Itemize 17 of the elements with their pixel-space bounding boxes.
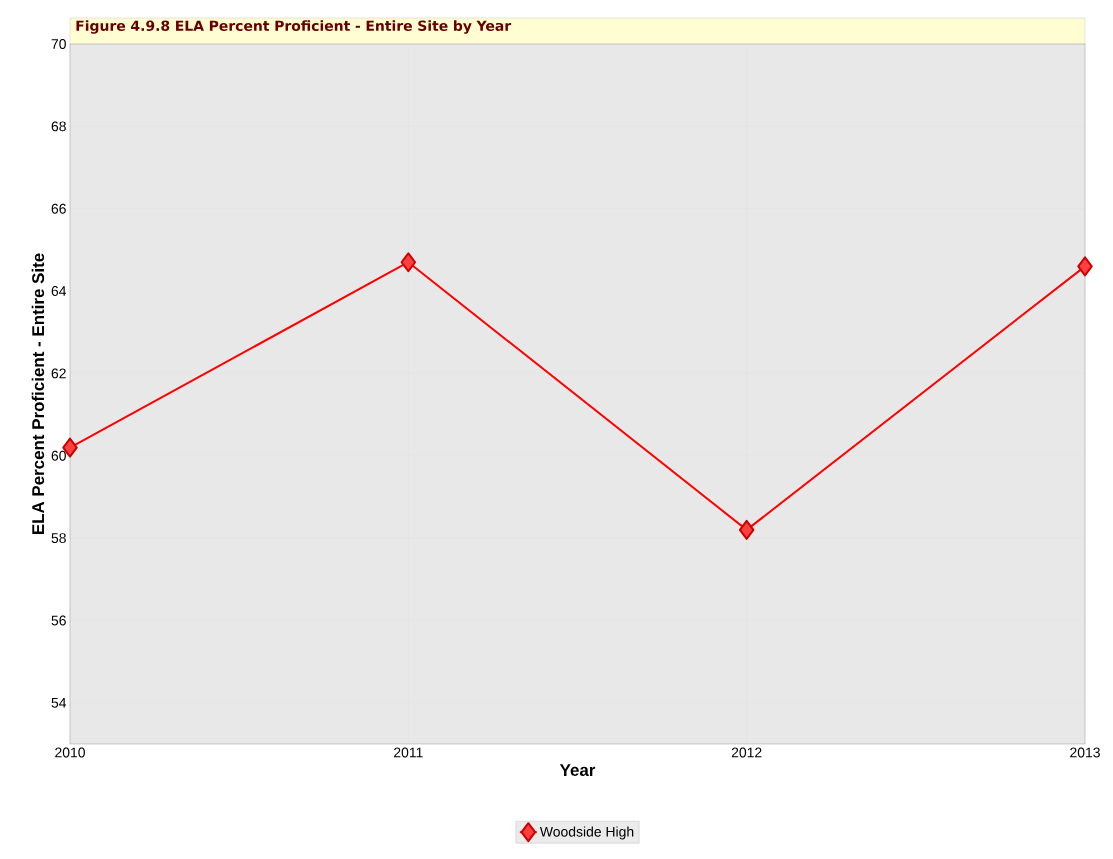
x-tick-label: 2011 (394, 747, 423, 758)
x-tick-label: 2010 (55, 747, 85, 758)
y-tick-label: 70 (51, 39, 66, 49)
legend-label: Woodside High (539, 826, 634, 840)
y-tick-label: 66 (51, 203, 66, 214)
y-tick-label: 56 (51, 615, 66, 626)
y-axis-title: ELA Percent Proficient - Entire Site (31, 253, 45, 535)
x-tick-label: 2012 (731, 747, 762, 758)
y-tick-label: 64 (51, 286, 67, 296)
y-tick-label: 60 (51, 450, 66, 461)
y-tick-label: 54 (51, 697, 67, 708)
y-tick-label: 68 (51, 121, 66, 132)
x-axis-title: Year (559, 764, 596, 777)
chart-title: Figure 4.9.8 ELA Percent Proficient - Entire Site by Year (76, 20, 512, 34)
y-tick-label: 62 (51, 368, 66, 379)
y-tick-label: 58 (51, 533, 66, 544)
x-tick-label: 2013 (1070, 747, 1100, 758)
